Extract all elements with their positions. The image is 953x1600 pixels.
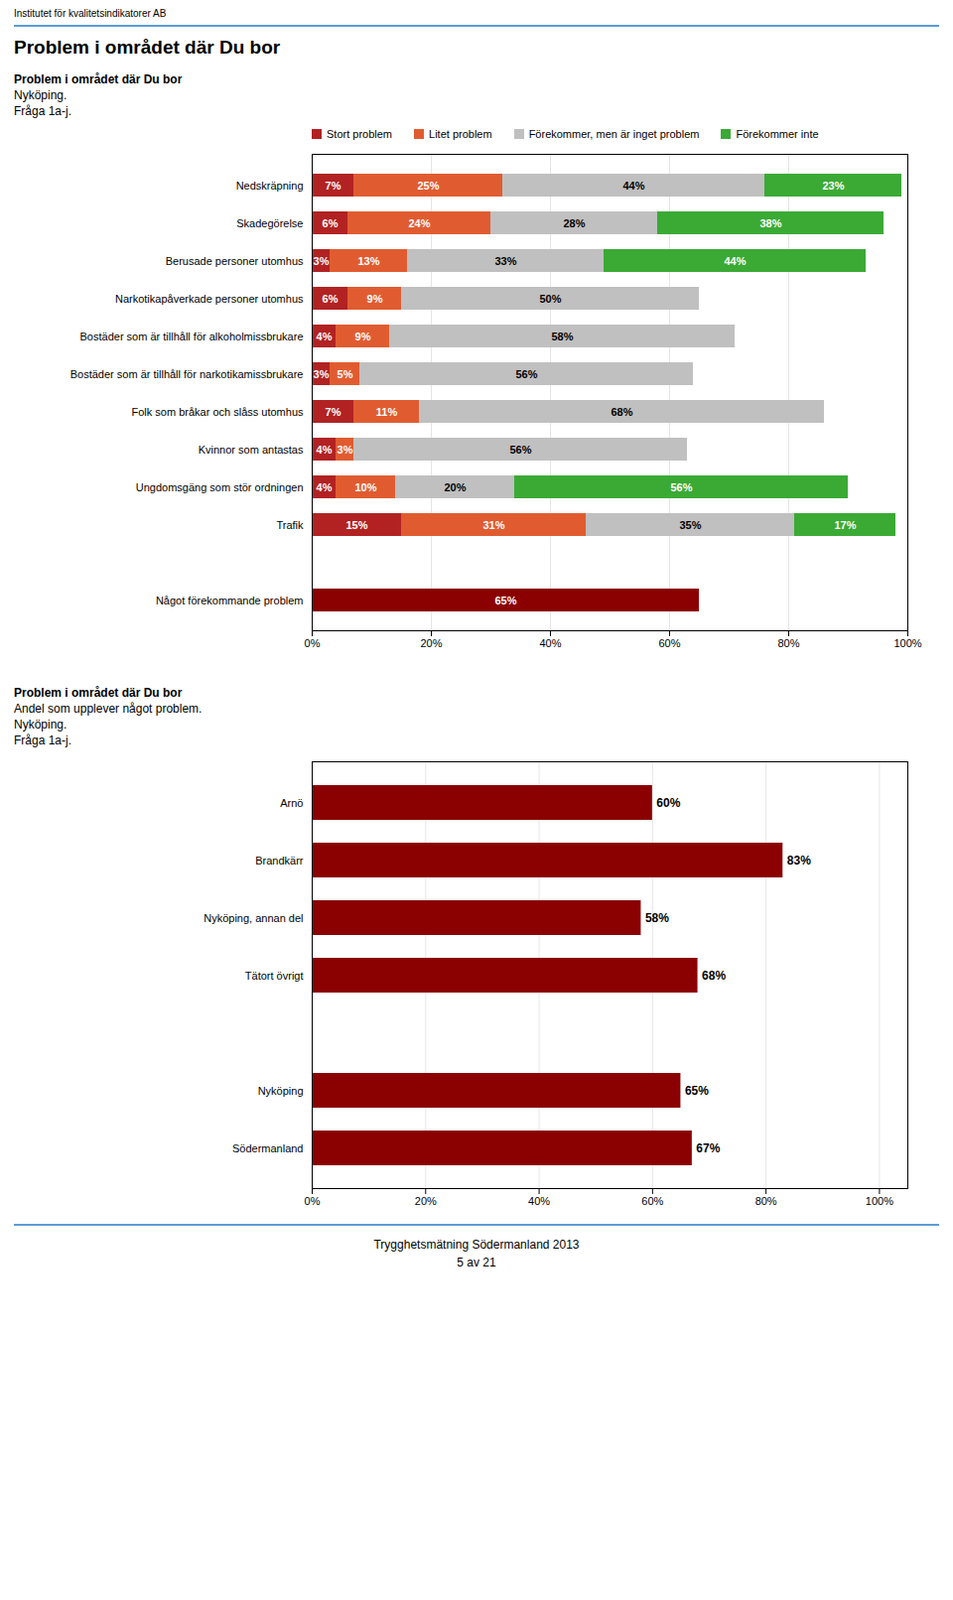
- html-text:Stort problem: Stort problem: [326, 128, 393, 140]
- html-text:Fråga 1a-j.: Fråga 1a-j.: [13, 104, 72, 119]
- svg-text:50%: 50%: [539, 292, 561, 305]
- svg-text:83%: 83%: [787, 853, 812, 868]
- svg-text:7%: 7%: [325, 406, 342, 418]
- html-text:Problem i området där Du bor: Problem i området där Du bor: [13, 72, 183, 87]
- svg-text:56%: 56%: [670, 481, 692, 494]
- svg-text:80%: 80%: [777, 637, 800, 650]
- svg-text:0%: 0%: [304, 637, 321, 650]
- svg-text:4%: 4%: [316, 443, 333, 456]
- svg-text:60%: 60%: [641, 1195, 664, 1208]
- svg-text:Södermanland: Södermanland: [232, 1142, 304, 1155]
- svg-text:100%: 100%: [893, 637, 922, 650]
- svg-text:Narkotikapåverkade personer ut: Narkotikapåverkade personer utomhus: [115, 292, 304, 305]
- svg-text:Bostäder som är tillhåll för n: Bostäder som är tillhåll för narkotikami…: [70, 368, 304, 381]
- svg-text:9%: 9%: [367, 292, 384, 305]
- svg-text:20%: 20%: [419, 637, 442, 650]
- svg-text:Nyköping, annan del: Nyköping, annan del: [203, 912, 303, 925]
- html-text:Trygghetsmätning Södermanland: Trygghetsmätning Södermanland 2013: [373, 1237, 580, 1252]
- svg-text:17%: 17%: [833, 519, 856, 532]
- html-text:Institutet för kvalitetsindika: Institutet för kvalitetsindikatorer AB: [13, 7, 167, 19]
- svg-text:35%: 35%: [679, 519, 701, 532]
- svg-text:56%: 56%: [515, 368, 538, 381]
- svg-text:13%: 13%: [357, 255, 380, 268]
- svg-text:24%: 24%: [408, 217, 430, 230]
- svg-text:5%: 5%: [337, 368, 354, 381]
- svg-text:65%: 65%: [684, 1084, 709, 1098]
- html-text:Förekommer inte: Förekommer inte: [735, 128, 819, 140]
- svg-text:44%: 44%: [622, 179, 645, 192]
- svg-text:68%: 68%: [701, 968, 726, 983]
- svg-text:11%: 11%: [376, 406, 399, 418]
- svg-text:28%: 28%: [562, 217, 585, 230]
- svg-text:Nyköping: Nyköping: [258, 1085, 304, 1097]
- svg-text:4%: 4%: [316, 481, 333, 494]
- html-text:Andel som upplever något probl: Andel som upplever något problem.: [13, 701, 203, 716]
- svg-text:60%: 60%: [656, 796, 681, 811]
- svg-text:58%: 58%: [550, 330, 573, 343]
- svg-text:31%: 31%: [482, 519, 505, 532]
- svg-text:44%: 44%: [723, 255, 746, 268]
- svg-text:25%: 25%: [416, 179, 439, 192]
- svg-text:Arnö: Arnö: [279, 797, 303, 810]
- svg-text:Ungdomsgäng som stör ordningen: Ungdomsgäng som stör ordningen: [136, 481, 304, 494]
- svg-text:40%: 40%: [539, 637, 561, 650]
- html-text:5 av 21: 5 av 21: [456, 1255, 497, 1270]
- svg-text:56%: 56%: [509, 443, 532, 456]
- svg-text:67%: 67%: [695, 1141, 720, 1156]
- svg-text:20%: 20%: [414, 1195, 437, 1208]
- svg-text:3%: 3%: [337, 443, 354, 456]
- svg-text:23%: 23%: [821, 179, 844, 192]
- svg-text:80%: 80%: [755, 1195, 778, 1208]
- svg-text:33%: 33%: [494, 255, 517, 268]
- html-text:Litet problem: Litet problem: [428, 128, 492, 140]
- svg-text:58%: 58%: [645, 911, 670, 926]
- svg-text:65%: 65%: [494, 594, 517, 607]
- html-text:Nyköping.: Nyköping.: [13, 717, 67, 732]
- svg-text:9%: 9%: [355, 330, 372, 343]
- svg-text:7%: 7%: [325, 179, 342, 192]
- svg-text:Berusade personer utomhus: Berusade personer utomhus: [165, 255, 304, 268]
- svg-text:Nedskräpning: Nedskräpning: [236, 179, 304, 192]
- svg-text:Brandkärr: Brandkärr: [255, 854, 304, 867]
- svg-text:100%: 100%: [865, 1195, 894, 1208]
- html-text:Problem i området där Du bor: Problem i området där Du bor: [13, 685, 183, 700]
- svg-text:40%: 40%: [528, 1195, 550, 1208]
- svg-text:Trafik: Trafik: [275, 519, 304, 532]
- svg-text:10%: 10%: [354, 481, 377, 494]
- html-text:Nyköping.: Nyköping.: [13, 88, 67, 103]
- svg-text:60%: 60%: [658, 637, 681, 650]
- svg-text:Bostäder som är tillhåll för a: Bostäder som är tillhåll för alkoholmiss…: [80, 330, 304, 343]
- svg-text:3%: 3%: [313, 255, 330, 268]
- svg-text:6%: 6%: [322, 217, 339, 230]
- svg-text:Tätort övrigt: Tätort övrigt: [245, 969, 304, 982]
- svg-text:3%: 3%: [313, 368, 330, 381]
- svg-text:6%: 6%: [322, 292, 339, 305]
- html-text:Fråga 1a-j.: Fråga 1a-j.: [13, 733, 72, 748]
- svg-text:0%: 0%: [304, 1195, 321, 1208]
- svg-text:Något förekommande problem: Något förekommande problem: [155, 594, 304, 607]
- svg-text:38%: 38%: [759, 217, 782, 230]
- html-text:Förekommer, men är inget probl: Förekommer, men är inget problem: [528, 128, 700, 140]
- svg-text:Skadegörelse: Skadegörelse: [236, 217, 303, 230]
- svg-text:20%: 20%: [443, 481, 466, 494]
- svg-text:15%: 15%: [345, 519, 368, 532]
- svg-text:68%: 68%: [610, 406, 633, 418]
- html-text:Problem i området där Du bor: Problem i området där Du bor: [13, 36, 281, 58]
- svg-text:Kvinnor som antastas: Kvinnor som antastas: [198, 443, 304, 456]
- svg-text:Folk som bråkar och slåss utom: Folk som bråkar och slåss utomhus: [131, 406, 304, 418]
- svg-text:4%: 4%: [316, 330, 333, 343]
